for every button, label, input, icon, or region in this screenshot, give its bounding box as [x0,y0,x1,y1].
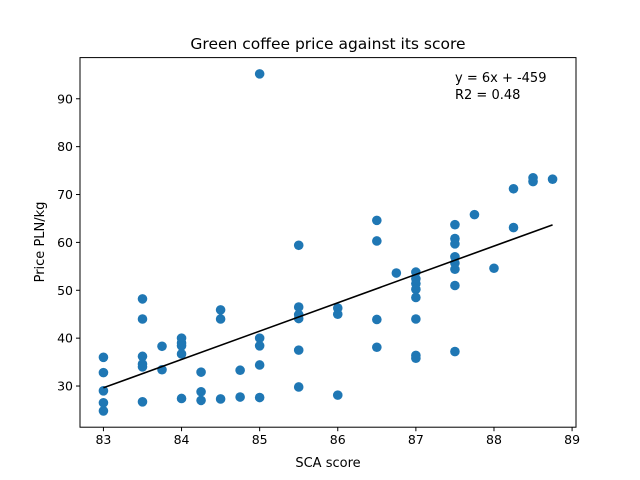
data-point [293,382,304,392]
data-point [332,390,343,400]
y-tick-label: 70 [57,187,73,202]
data-point [293,345,304,355]
data-point [254,69,265,79]
data-point [98,386,109,396]
data-point [137,397,148,407]
x-tick-label: 83 [95,432,111,447]
data-point [196,367,206,377]
data-point [176,349,187,359]
y-tick-label: 90 [57,91,73,106]
y-tick-label: 50 [57,283,73,298]
axis-ticks: 83 84 85 86 87 88 89 30 40 50 60 70 80 90 [57,91,580,447]
data-point [411,292,421,303]
data-point [215,394,226,404]
data-point [235,392,245,402]
data-point [254,392,265,403]
x-tick-label: 87 [408,432,424,447]
data-point [293,302,304,312]
r2-annotation: R2 = 0.48 [455,88,520,103]
data-point [372,215,382,226]
data-point [411,353,421,364]
data-point [196,395,206,406]
data-point [196,386,206,397]
data-point [469,209,480,220]
data-point [293,240,304,251]
data-point [176,393,187,404]
data-point [235,365,245,376]
x-tick-label: 84 [174,432,190,447]
x-axis-label: SCA score [295,456,360,471]
data-point [137,351,148,362]
data-point [391,268,402,278]
y-tick-label: 80 [57,139,73,154]
data-point [372,236,382,246]
equation-annotation: y = 6x + -459 [455,71,546,86]
data-point [372,342,382,353]
data-point [137,314,148,324]
data-point [450,219,460,230]
data-point [450,280,460,291]
data-point [98,406,109,416]
data-point [98,367,109,378]
x-tick-label: 89 [564,432,580,447]
y-tick-label: 60 [57,235,73,250]
x-tick-label: 85 [252,432,268,447]
x-tick-label: 86 [330,432,346,447]
data-point [157,341,167,352]
data-point [489,263,499,274]
data-point [508,183,519,194]
data-point [450,346,460,357]
y-tick-label: 40 [57,331,73,346]
data-point [411,284,421,295]
data-point [450,239,460,249]
y-tick-label: 30 [57,379,73,394]
data-point [254,333,265,343]
trendline [103,224,553,389]
data-point [176,341,187,351]
data-point [411,314,421,324]
data-point [215,314,226,324]
data-point [254,341,265,351]
y-axis-label: Price PLN/kg [33,202,48,283]
data-point [137,294,148,304]
plot-frame [79,57,577,428]
chart-title: Green coffee price against its score [190,35,465,53]
data-point [98,397,109,408]
data-point [508,222,519,233]
data-point [332,309,343,320]
data-points [98,69,558,416]
data-point [98,352,109,363]
data-point [372,314,382,325]
data-point [254,360,265,370]
data-point [547,174,558,185]
data-point [450,264,460,275]
x-tick-label: 88 [486,432,502,447]
data-point [215,305,226,315]
data-point [528,176,538,187]
data-point [137,362,148,372]
